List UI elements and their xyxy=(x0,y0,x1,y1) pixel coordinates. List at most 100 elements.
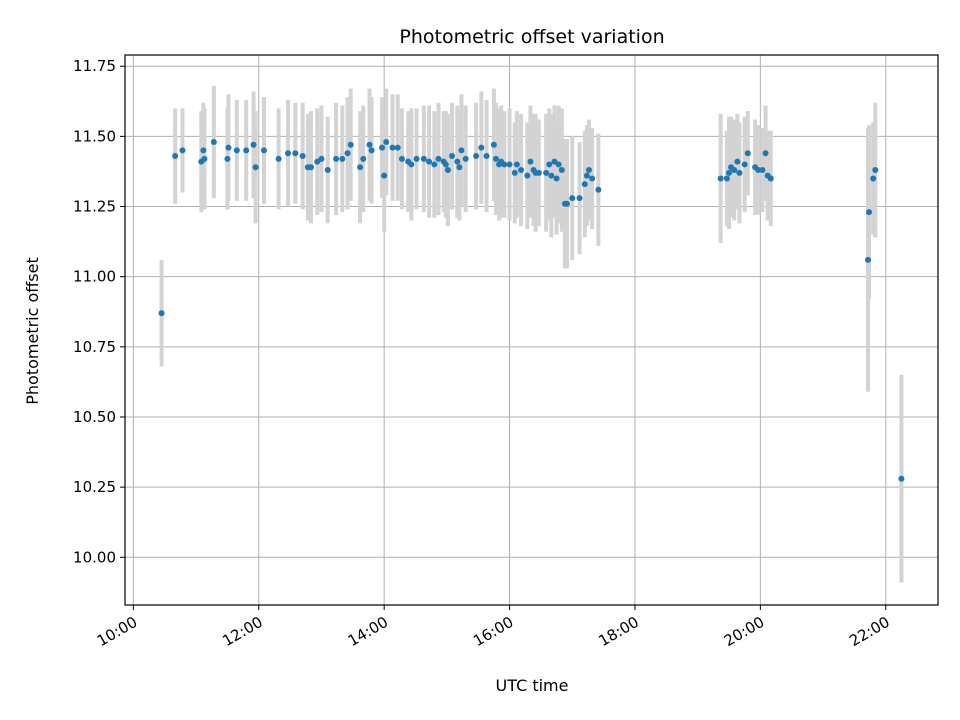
y-tick-label: 10.25 xyxy=(73,478,116,496)
data-point xyxy=(366,141,373,148)
data-point xyxy=(535,169,542,176)
data-point xyxy=(595,186,602,193)
data-point xyxy=(585,167,592,174)
data-point xyxy=(872,167,879,174)
data-point xyxy=(767,175,774,182)
y-tick-label: 11.00 xyxy=(73,268,116,286)
data-point xyxy=(492,155,499,162)
data-point xyxy=(368,147,375,154)
data-point xyxy=(360,155,367,162)
data-point xyxy=(731,167,738,174)
data-point xyxy=(473,153,480,160)
data-point xyxy=(339,155,346,162)
data-point xyxy=(478,144,485,151)
data-point xyxy=(333,155,340,162)
data-point xyxy=(201,155,208,162)
data-point xyxy=(511,169,518,176)
data-point xyxy=(527,158,534,165)
data-point xyxy=(381,172,388,179)
data-point xyxy=(389,144,396,151)
data-point xyxy=(717,175,724,182)
data-point xyxy=(736,169,743,176)
data-point xyxy=(318,155,325,162)
data-point xyxy=(398,155,405,162)
data-point xyxy=(456,164,463,171)
data-point xyxy=(518,167,525,174)
y-tick-label: 10.50 xyxy=(73,408,116,426)
data-point xyxy=(458,147,465,154)
data-point xyxy=(870,175,877,182)
data-point xyxy=(506,161,513,168)
data-point xyxy=(898,475,905,482)
data-point xyxy=(744,150,751,157)
data-point xyxy=(762,150,769,157)
data-point xyxy=(569,195,576,202)
data-point xyxy=(553,175,560,182)
data-point xyxy=(741,161,748,168)
data-point xyxy=(546,161,553,168)
data-point xyxy=(299,153,306,160)
data-point xyxy=(357,164,364,171)
data-point xyxy=(449,153,456,160)
y-tick-label: 10.00 xyxy=(73,548,116,566)
data-point xyxy=(462,155,469,162)
data-point xyxy=(454,158,461,165)
data-point xyxy=(723,175,730,182)
data-point xyxy=(379,144,386,151)
y-tick-label: 11.25 xyxy=(73,198,116,216)
point-layer xyxy=(158,138,905,482)
data-point xyxy=(344,150,351,157)
chart-title: Photometric offset variation xyxy=(399,26,664,48)
data-point xyxy=(555,161,562,168)
data-point xyxy=(292,150,299,157)
data-point xyxy=(200,147,207,154)
data-point xyxy=(581,181,588,188)
data-point xyxy=(726,169,733,176)
data-point xyxy=(275,155,282,162)
y-tick-label: 10.75 xyxy=(73,338,116,356)
data-point xyxy=(583,172,590,179)
data-point xyxy=(252,164,259,171)
data-point xyxy=(324,167,331,174)
data-point xyxy=(243,147,250,154)
plot-frame xyxy=(124,54,939,606)
data-point xyxy=(864,256,871,263)
data-point xyxy=(490,141,497,148)
data-point xyxy=(285,150,292,157)
data-point xyxy=(866,209,873,216)
data-point xyxy=(179,147,186,154)
data-point xyxy=(442,161,449,168)
data-point xyxy=(431,161,438,168)
data-point xyxy=(413,155,420,162)
data-point xyxy=(383,138,390,145)
data-point xyxy=(513,161,520,168)
data-point xyxy=(158,310,165,317)
data-point xyxy=(589,175,596,182)
data-point xyxy=(435,155,442,162)
data-point xyxy=(548,172,555,179)
data-point xyxy=(483,153,490,160)
data-point xyxy=(755,167,762,174)
data-point xyxy=(250,141,257,148)
data-point xyxy=(543,169,550,176)
data-point xyxy=(576,195,583,202)
y-tick-label: 11.75 xyxy=(73,57,116,75)
data-point xyxy=(759,167,766,174)
data-point xyxy=(308,164,315,171)
data-point xyxy=(260,147,267,154)
y-tick-label: 11.50 xyxy=(73,127,116,145)
data-point xyxy=(233,147,240,154)
data-point xyxy=(444,167,451,174)
data-point xyxy=(426,158,433,165)
data-point xyxy=(347,141,354,148)
data-point xyxy=(225,144,232,151)
data-point xyxy=(408,161,415,168)
data-point xyxy=(501,161,508,168)
data-point xyxy=(172,153,179,160)
data-point xyxy=(564,200,571,207)
data-point xyxy=(210,138,217,145)
data-point xyxy=(558,167,565,174)
y-axis-label: Photometric offset xyxy=(23,257,42,405)
data-point xyxy=(394,144,401,151)
